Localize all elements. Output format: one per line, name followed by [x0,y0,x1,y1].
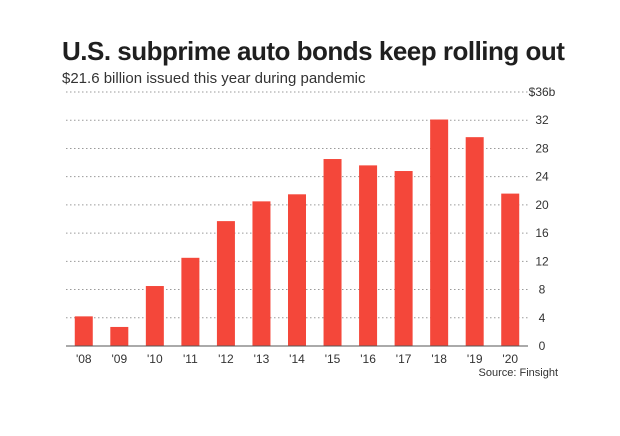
bar [181,257,200,346]
bar [252,201,271,346]
x-tick-label: '09 [111,352,127,366]
x-tick-label: '11 [183,352,198,366]
y-tick-label: 4 [539,311,546,325]
x-tick-label: '08 [76,352,92,366]
y-tick-label: 16 [535,226,549,240]
y-tick-label: 8 [539,283,546,297]
y-tick-label: 28 [535,141,549,155]
bar [145,286,164,346]
x-tick-label: '19 [467,352,483,366]
bar [323,159,342,346]
y-tick-label: 12 [535,254,549,268]
source-note: Source: Finsight [478,367,558,379]
bar [501,193,520,346]
bar [288,194,306,346]
x-tick-label: '18 [431,352,447,366]
bar [359,165,378,346]
x-tick-label: '16 [360,352,376,366]
x-tick-label: '20 [502,352,518,366]
bar [465,137,484,346]
chart-title: U.S. subprime auto bonds keep rolling ou… [62,36,565,66]
bar [216,221,235,346]
bar [430,119,449,347]
x-tick-label: '14 [289,352,305,366]
y-tick-label: 24 [535,170,549,184]
x-tick-label: '17 [396,352,412,366]
x-tick-label: '13 [254,352,270,366]
bar [394,171,413,346]
x-tick-label: '10 [147,352,163,366]
y-tick-label: 0 [539,339,546,353]
y-tick-label: $36b [529,85,556,99]
x-tick-label: '12 [218,352,234,366]
bar [74,316,93,346]
chart-subtitle: $21.6 billion issued this year during pa… [62,70,366,87]
y-tick-label: 20 [535,198,549,212]
x-tick-label: '15 [325,352,341,366]
y-tick-label: 32 [535,113,549,127]
bar [110,326,129,346]
